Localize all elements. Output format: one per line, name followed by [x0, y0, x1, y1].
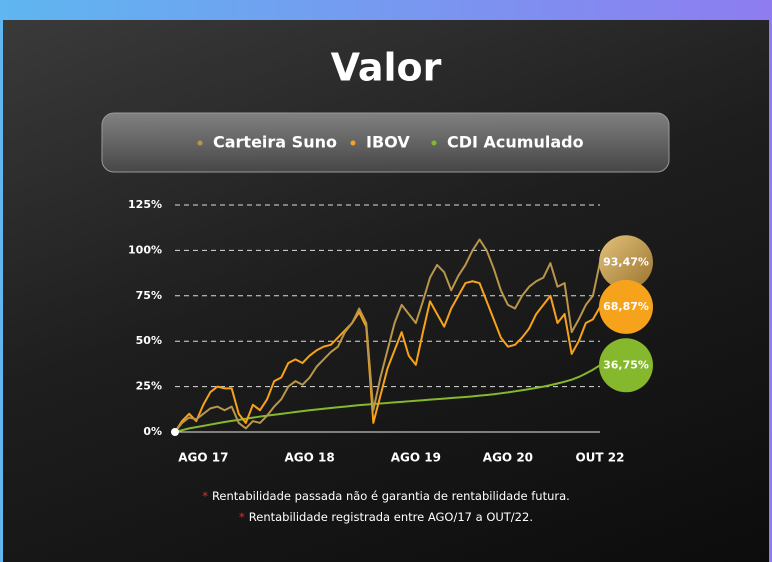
origin-dot	[171, 428, 179, 436]
footnote-marker: *	[202, 489, 208, 503]
series-line	[174, 364, 601, 433]
chart-title: Valor	[331, 46, 442, 90]
y-tick-label: 125%	[128, 198, 162, 211]
end-bubble	[599, 235, 653, 290]
x-tick-label: AGO 17	[178, 451, 228, 465]
end-label: 36,75%	[603, 358, 649, 371]
legend-label: IBOV	[366, 133, 410, 152]
footnote-marker: *	[239, 510, 245, 524]
x-tick-label: OUT 22	[575, 451, 624, 465]
y-tick-label: 100%	[128, 243, 162, 256]
end-label: 68,87%	[603, 300, 649, 313]
end-bubble	[599, 279, 653, 334]
legend-dot	[350, 140, 356, 146]
y-tick-label: 50%	[136, 334, 162, 347]
y-tick-label: 0%	[143, 425, 162, 438]
y-tick-label: 25%	[136, 380, 162, 393]
x-tick-label: AGO 18	[284, 451, 334, 465]
footnote-text: Rentabilidade passada não é garantia de …	[212, 489, 570, 503]
footnote: * Rentabilidade registrada entre AGO/17 a…	[239, 510, 533, 524]
end-label: 93,47%	[603, 255, 649, 268]
legend-label: Carteira Suno	[213, 133, 337, 152]
footnote: * Rentabilidade passada não é garantia de…	[202, 489, 570, 503]
legend-dot	[431, 140, 437, 146]
legend-dot	[197, 140, 203, 146]
legend-box	[101, 112, 670, 173]
footnote-text: Rentabilidade registrada entre AGO/17 a …	[249, 510, 533, 524]
end-bubble	[599, 338, 653, 393]
series-line	[174, 280, 601, 433]
y-tick-label: 75%	[136, 289, 162, 302]
x-tick-label: AGO 20	[483, 451, 533, 465]
series-line	[174, 238, 601, 433]
legend-label: CDI Acumulado	[447, 133, 584, 152]
x-tick-label: AGO 19	[391, 451, 441, 465]
